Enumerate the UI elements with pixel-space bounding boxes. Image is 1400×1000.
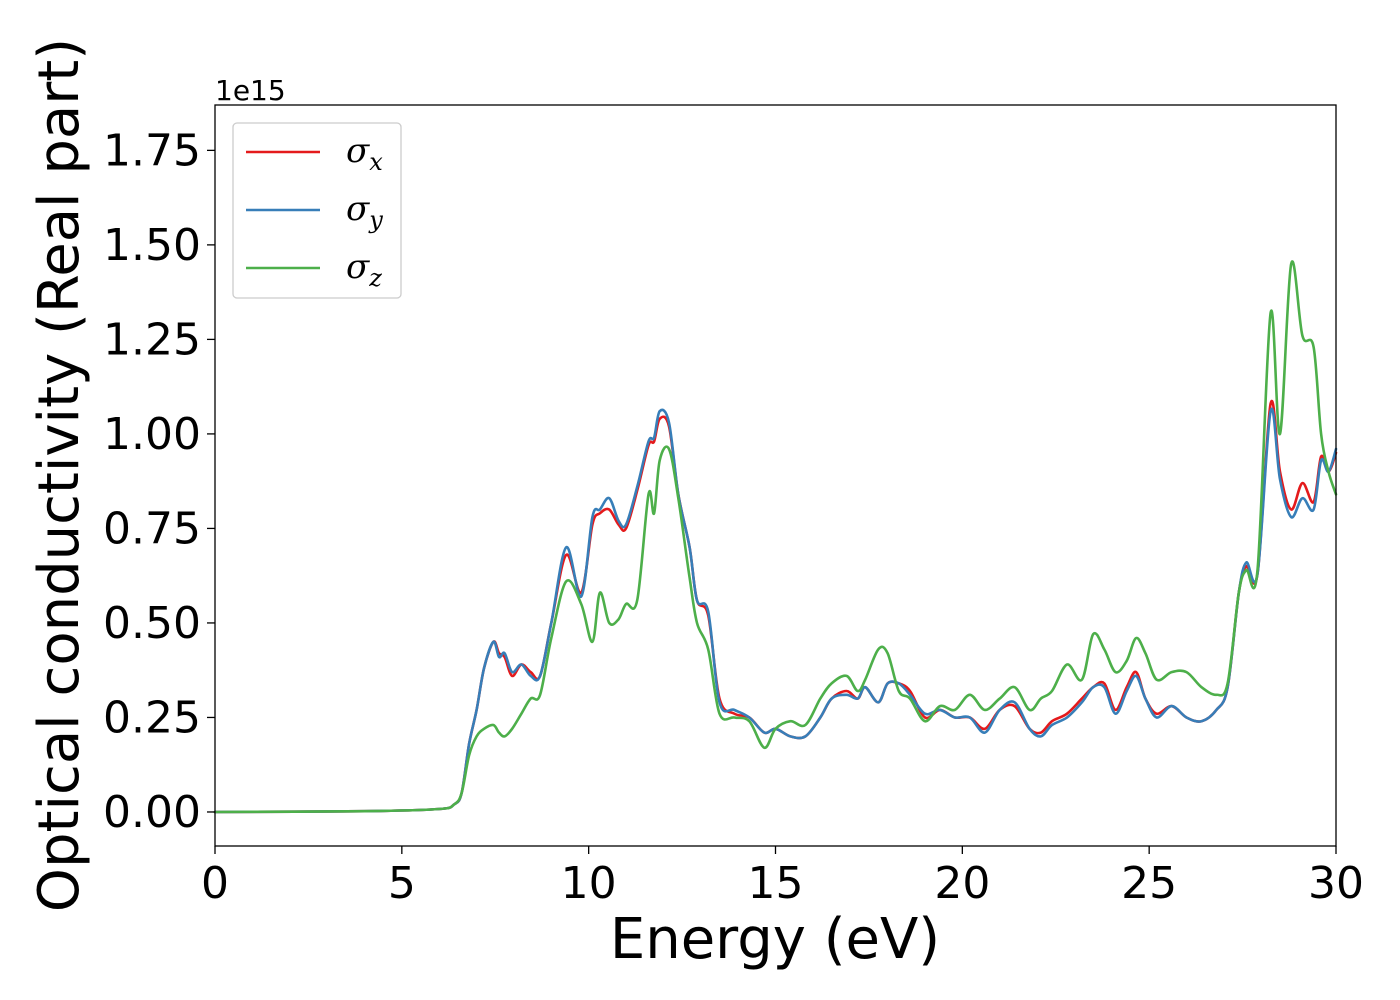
- x-axis: 0 5 10 15 20 25 30: [201, 846, 1364, 909]
- series-line-y: [213, 407, 1338, 814]
- x-tick-label: 30: [1308, 858, 1364, 909]
- y-tick-label: 0.50: [103, 598, 201, 649]
- x-axis-label: Energy (eV): [610, 907, 940, 972]
- legend-label-y: σy: [346, 189, 383, 234]
- y-tick-label: 1.25: [103, 314, 201, 365]
- y-axis: 0.00 0.25 0.50 0.75 1.00 1.25 1.50 1.75: [103, 125, 215, 838]
- plot-area: [215, 105, 1336, 846]
- y-axis-label: Optical conductivity (Real part): [27, 38, 92, 912]
- y-tick-label: 1.75: [103, 125, 201, 176]
- x-tick-label: 20: [934, 858, 990, 909]
- y-tick-label: 1.50: [103, 220, 201, 271]
- x-tick-label: 0: [201, 858, 229, 909]
- series-layer: [213, 260, 1338, 814]
- x-tick-label: 5: [388, 858, 416, 909]
- x-tick-label: 10: [561, 858, 617, 909]
- series-line-z: [213, 260, 1338, 814]
- x-tick-label: 25: [1121, 858, 1177, 909]
- y-tick-label: 0.75: [103, 503, 201, 554]
- y-tick-label: 1.00: [103, 409, 201, 460]
- y-tick-label: 0.00: [103, 787, 201, 838]
- y-offset-label: 1e15: [215, 74, 286, 107]
- y-tick-label: 0.25: [103, 692, 201, 743]
- x-tick-label: 15: [748, 858, 804, 909]
